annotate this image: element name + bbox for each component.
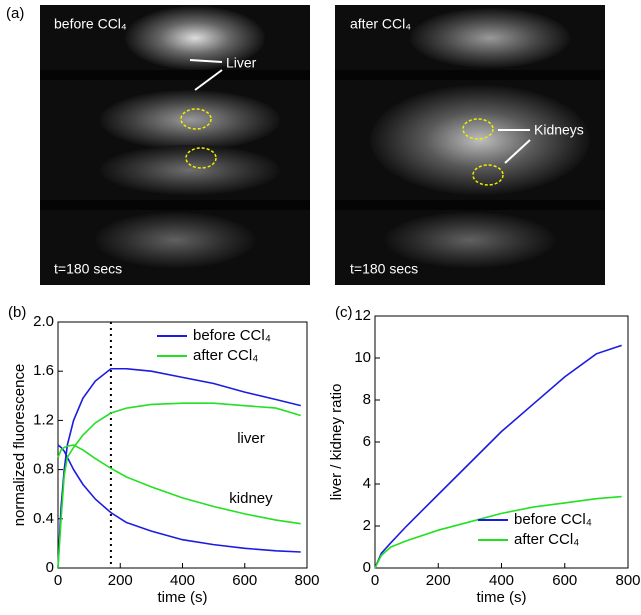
- y-tick-label: 0: [46, 559, 54, 576]
- y-axis-label: normalized fluorescence: [11, 364, 28, 527]
- panel-label: (c): [335, 304, 353, 321]
- annotation: liver: [237, 430, 265, 447]
- x-tick-label: 600: [232, 572, 257, 589]
- y-tick-label: 4: [363, 475, 371, 492]
- x-axis-label: time (s): [477, 589, 527, 606]
- x-tick-label: 600: [552, 572, 577, 589]
- x-tick-label: 200: [426, 572, 451, 589]
- legend-label: before CCl₄: [514, 511, 592, 528]
- x-tick-label: 400: [170, 572, 195, 589]
- annotation: Liver: [226, 55, 257, 71]
- axes-box: [374, 315, 629, 569]
- legend-label: after CCl₄: [514, 531, 579, 548]
- time-label: t=180 secs: [54, 261, 122, 277]
- data-line: [57, 402, 302, 569]
- image-title: after CCl₄: [350, 16, 411, 32]
- image-left: before CCl₄ Liver t=180 secs: [40, 5, 310, 285]
- y-tick-label: 6: [363, 433, 371, 450]
- y-tick-label: 10: [354, 349, 371, 366]
- x-tick-label: 0: [54, 572, 62, 589]
- legend-label: before CCl₄: [193, 327, 271, 344]
- x-tick-label: 800: [294, 572, 319, 589]
- image-title: before CCl₄: [54, 16, 127, 32]
- data-line: [57, 444, 301, 525]
- y-tick-label: 12: [354, 307, 371, 324]
- y-tick-label: 0: [363, 559, 371, 576]
- y-tick-label: 8: [363, 391, 371, 408]
- y-tick-label: 2.0: [33, 313, 54, 330]
- annotation: Kidneys: [534, 122, 584, 138]
- y-tick-label: 0.4: [33, 510, 54, 527]
- panel-label: (b): [8, 304, 26, 321]
- x-tick-label: 400: [489, 572, 514, 589]
- time-label: t=180 secs: [350, 261, 418, 277]
- x-tick-label: 800: [615, 572, 640, 589]
- data-line: [57, 444, 301, 553]
- panel-label: (a): [6, 5, 24, 22]
- y-tick-label: 1.2: [33, 411, 54, 428]
- data-line: [374, 344, 622, 569]
- legend-label: after CCl₄: [193, 347, 258, 364]
- x-tick-label: 0: [371, 572, 379, 589]
- image-right: after CCl₄ Kidneys t=180 secs: [335, 5, 605, 285]
- axes-box: [57, 321, 308, 569]
- y-tick-label: 0.8: [33, 461, 54, 478]
- y-tick-label: 1.6: [33, 362, 54, 379]
- x-axis-label: time (s): [158, 589, 208, 606]
- data-line: [374, 495, 622, 569]
- annotation: kidney: [229, 490, 273, 507]
- y-tick-label: 2: [363, 517, 371, 534]
- data-line: [57, 367, 301, 569]
- x-tick-label: 200: [108, 572, 133, 589]
- y-axis-label: liver / kidney ratio: [328, 384, 345, 501]
